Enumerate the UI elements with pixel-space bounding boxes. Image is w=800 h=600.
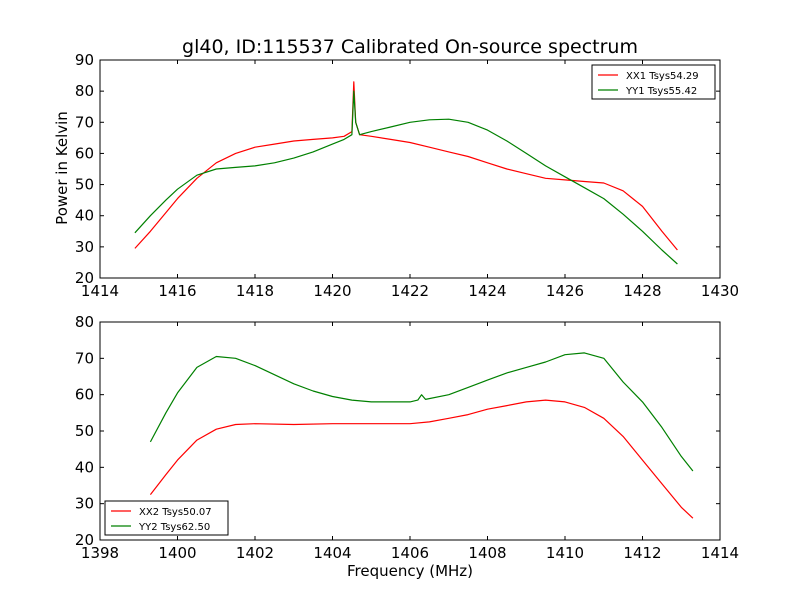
legend-box	[104, 500, 229, 536]
y-tick-label: 60	[75, 144, 94, 162]
y-tick-label: 60	[75, 386, 94, 404]
x-tick-label: 1428	[623, 282, 661, 300]
x-tick-label: 1414	[701, 544, 739, 562]
x-tick-label: 1422	[391, 282, 429, 300]
bottom-spectrum-panel: 1398 1400 1402 1404 1406 1408 1410 1412 1414 20 30…	[75, 313, 739, 562]
series-line-xx2	[149, 399, 694, 519]
y-tick-label: 80	[75, 82, 94, 100]
y-tick-label: 90	[75, 51, 94, 69]
x-tick-label: 1404	[313, 544, 351, 562]
y-tick-label: 30	[75, 238, 94, 256]
y-tick-label: 70	[75, 349, 94, 367]
legend-label: YY2 Tsys62.50	[138, 522, 210, 533]
legend-box	[591, 64, 716, 100]
x-tick-label: 1418	[236, 282, 274, 300]
y-tick-label: 50	[75, 422, 94, 440]
legend: XX2 Tsys50.07 YY2 Tsys62.50	[104, 500, 229, 536]
x-tick-label: 1400	[158, 544, 196, 562]
x-tick-label: 1424	[468, 282, 506, 300]
chart-title: gl40, ID:115537 Calibrated On-source spe…	[182, 36, 638, 58]
x-tick-label: 1430	[701, 282, 739, 300]
top-spectrum-panel: 1414 1416 1418 1420 1422 1424 1426 1428 1430 20 30…	[75, 51, 739, 300]
x-tick-label: 1406	[391, 544, 429, 562]
x-tick-label: 1416	[158, 282, 196, 300]
y-tick-label: 30	[75, 495, 94, 513]
legend-label: XX2 Tsys50.07	[139, 507, 212, 518]
x-tick-label: 1408	[468, 544, 506, 562]
y-tick-label: 20	[75, 531, 94, 549]
x-tick-label: 1402	[236, 544, 274, 562]
x-tick-label: 1426	[546, 282, 584, 300]
y-tick-label: 70	[75, 113, 94, 131]
legend-label: YY1 Tsys55.42	[625, 86, 697, 97]
x-tick-label: 1414	[81, 282, 119, 300]
legend-label: XX1 Tsys54.29	[626, 71, 699, 82]
y-tick-label: 80	[75, 313, 94, 331]
x-tick-label: 1420	[313, 282, 351, 300]
x-tick-label: 1398	[81, 544, 119, 562]
series-line-yy1	[134, 90, 678, 265]
x-axis-label: Frequency (MHz)	[347, 562, 473, 580]
y-tick-label: 50	[75, 176, 94, 194]
series-line-xx1	[134, 81, 678, 251]
x-tick-label: 1412	[623, 544, 661, 562]
series-line-yy2	[149, 352, 694, 472]
y-axis-label: Power in Kelvin	[53, 111, 71, 225]
y-tick-label: 40	[75, 458, 94, 476]
y-tick-label: 40	[75, 207, 94, 225]
legend: XX1 Tsys54.29 YY1 Tsys55.42	[591, 64, 716, 100]
y-tick-label: 20	[75, 269, 94, 287]
x-tick-label: 1410	[546, 544, 584, 562]
